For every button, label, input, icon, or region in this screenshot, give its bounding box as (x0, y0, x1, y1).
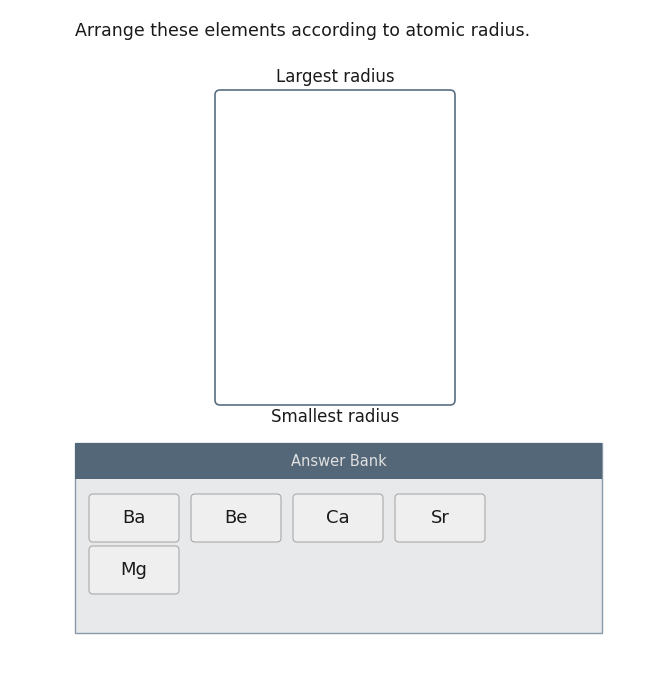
Text: Be: Be (224, 509, 248, 527)
Text: Largest radius: Largest radius (276, 68, 395, 86)
Bar (75, 443, 602, 479)
Text: Arrange these elements according to atomic radius.: Arrange these elements according to atom… (75, 22, 530, 40)
FancyBboxPatch shape (89, 546, 179, 594)
Text: Mg: Mg (121, 561, 148, 579)
Text: Sr: Sr (431, 509, 450, 527)
FancyBboxPatch shape (395, 494, 485, 542)
Bar (75, 443, 602, 633)
FancyBboxPatch shape (215, 90, 455, 405)
FancyBboxPatch shape (89, 494, 179, 542)
Text: Ba: Ba (122, 509, 146, 527)
Text: Answer Bank: Answer Bank (291, 454, 386, 468)
FancyBboxPatch shape (191, 494, 281, 542)
Text: Ca: Ca (326, 509, 350, 527)
Text: Smallest radius: Smallest radius (271, 408, 399, 426)
FancyBboxPatch shape (293, 494, 383, 542)
